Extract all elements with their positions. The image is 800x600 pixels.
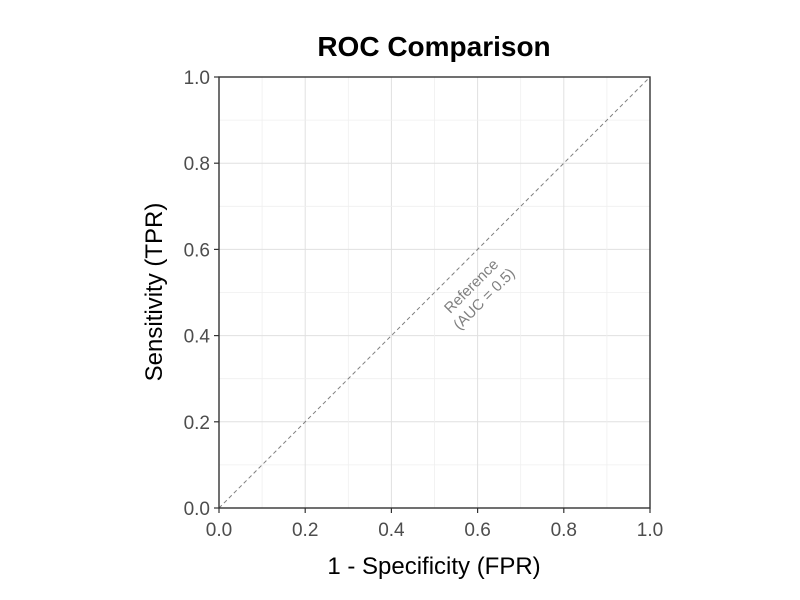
- y-tick-label: 0.2: [184, 413, 210, 434]
- x-axis: 0.0 0.2 0.4 0.6 0.8 1.0: [206, 508, 663, 541]
- x-axis-title: 1 - Specificity (FPR): [327, 553, 540, 580]
- panel-border: [218, 76, 651, 509]
- series-layer: [218, 76, 651, 509]
- y-tick-label: 0.6: [184, 240, 210, 261]
- x-tick-label: 1.0: [637, 520, 663, 541]
- y-tick-label: 1.0: [184, 68, 210, 89]
- chart-title: ROC Comparison: [317, 31, 550, 62]
- y-axis-title: Sensitivity (TPR): [141, 203, 168, 382]
- y-tick-label: 0.8: [184, 154, 210, 175]
- x-tick-label: 0.8: [551, 520, 577, 541]
- y-tick-label: 0.4: [184, 327, 211, 348]
- y-axis: 0.0 0.2 0.4 0.6 0.8 1.0: [184, 68, 219, 520]
- y-tick-label: 0.0: [184, 499, 210, 520]
- x-tick-label: 0.4: [378, 520, 405, 541]
- grid: [219, 77, 650, 508]
- x-tick-label: 0.0: [206, 520, 232, 541]
- reference-line: [218, 76, 651, 509]
- x-tick-label: 0.2: [292, 520, 318, 541]
- x-tick-label: 0.6: [464, 520, 490, 541]
